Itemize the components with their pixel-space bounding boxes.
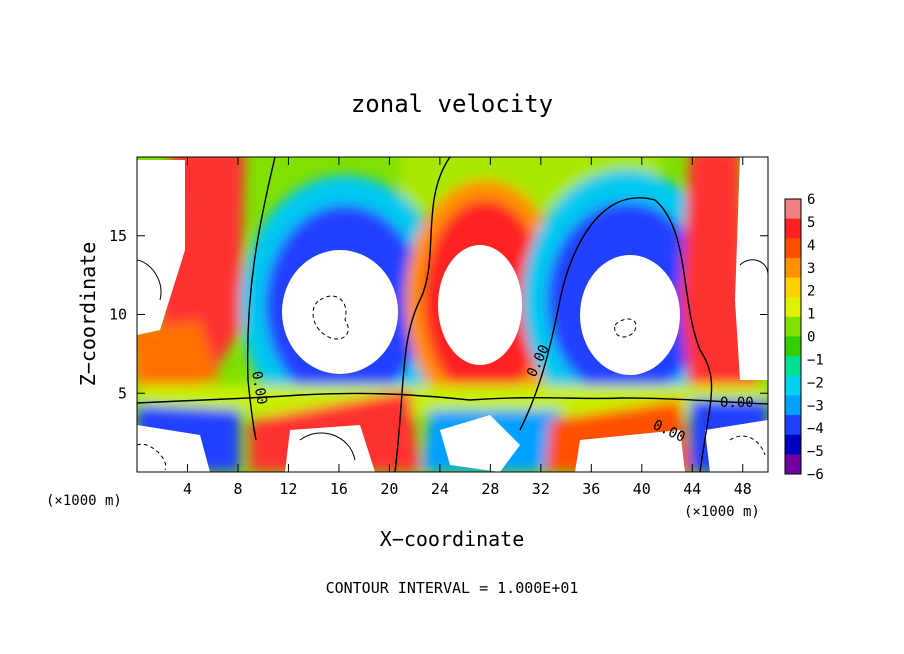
x-tick-label: 44 (683, 480, 701, 498)
colorbar-label: −4 (807, 421, 824, 437)
colorbar-swatch (785, 434, 801, 455)
x-axis-label: X−coordinate (380, 527, 525, 551)
colorbar-frame (784, 198, 802, 475)
contour-label: 0.00 (720, 395, 754, 411)
x-tick-label: 16 (330, 480, 348, 498)
colorbar-swatch (785, 395, 801, 416)
colorbar-swatch (785, 257, 801, 279)
colorbar-label: −6 (807, 467, 824, 483)
x-tick-label: 8 (233, 480, 242, 498)
colorbar-swatch (785, 297, 801, 318)
x-tick-label: 36 (582, 480, 600, 498)
x-axis: 4 8 12 16 20 24 28 32 36 40 44 48 (183, 157, 752, 498)
x-tick-label: 40 (633, 480, 651, 498)
colorbar-label: 2 (807, 284, 815, 300)
contour-interval-note: CONTOUR INTERVAL = 1.000E+01 (326, 579, 579, 597)
chart-title: zonal velocity (351, 90, 553, 118)
colorbar-label: −5 (807, 444, 824, 460)
colorbar-swatch (785, 277, 801, 298)
colorbar-swatch (785, 336, 801, 357)
x-unit-right: (×1000 m) (684, 504, 760, 520)
colorbar-label: −2 (807, 375, 824, 391)
colorbar-swatch (785, 199, 801, 220)
x-unit-left: (×1000 m) (46, 493, 122, 509)
colorbar-label: 3 (807, 261, 815, 277)
saturated-regions (137, 157, 768, 472)
colorbar-swatch (785, 415, 801, 436)
y-axis: 5 10 15 (109, 227, 768, 402)
colorbar-swatch (785, 238, 801, 259)
y-axis-label: Z−coordinate (76, 242, 100, 387)
x-tick-label: 28 (481, 480, 499, 498)
y-tick-label: 5 (118, 384, 127, 402)
colorbar-label: 0 (807, 330, 815, 346)
zero-contours (137, 157, 768, 472)
x-tick-label: 20 (380, 480, 398, 498)
colorbar-swatch (785, 218, 801, 239)
colorbar-label: 1 (807, 307, 815, 323)
colorbar-label: 4 (807, 238, 815, 254)
contour-label: 0.00 (248, 370, 270, 406)
colorbar: 6 5 4 3 2 1 0 −1 −2 −3 −4 −5 −6 (784, 192, 824, 483)
colorbar-label: −1 (807, 352, 824, 368)
colorbar-swatch (785, 316, 801, 337)
x-tick-label: 32 (532, 480, 550, 498)
colorbar-label: 5 (807, 215, 815, 231)
x-tick-label: 24 (431, 480, 449, 498)
colorbar-label: −3 (807, 398, 824, 414)
y-tick-label: 10 (109, 306, 127, 324)
colorbar-swatch (785, 356, 801, 377)
x-tick-label: 12 (279, 480, 297, 498)
x-tick-label: 48 (734, 480, 752, 498)
colorbar-swatch (785, 375, 801, 396)
positive-contours (137, 259, 768, 461)
x-tick-label: 4 (183, 480, 192, 498)
colorbar-label: 6 (807, 192, 815, 208)
colorbar-swatch (785, 454, 801, 475)
y-tick-label: 15 (109, 227, 127, 245)
plot-area: 0.00 0.00 0.00 0.00 (137, 157, 768, 472)
negative-contours (137, 295, 766, 471)
